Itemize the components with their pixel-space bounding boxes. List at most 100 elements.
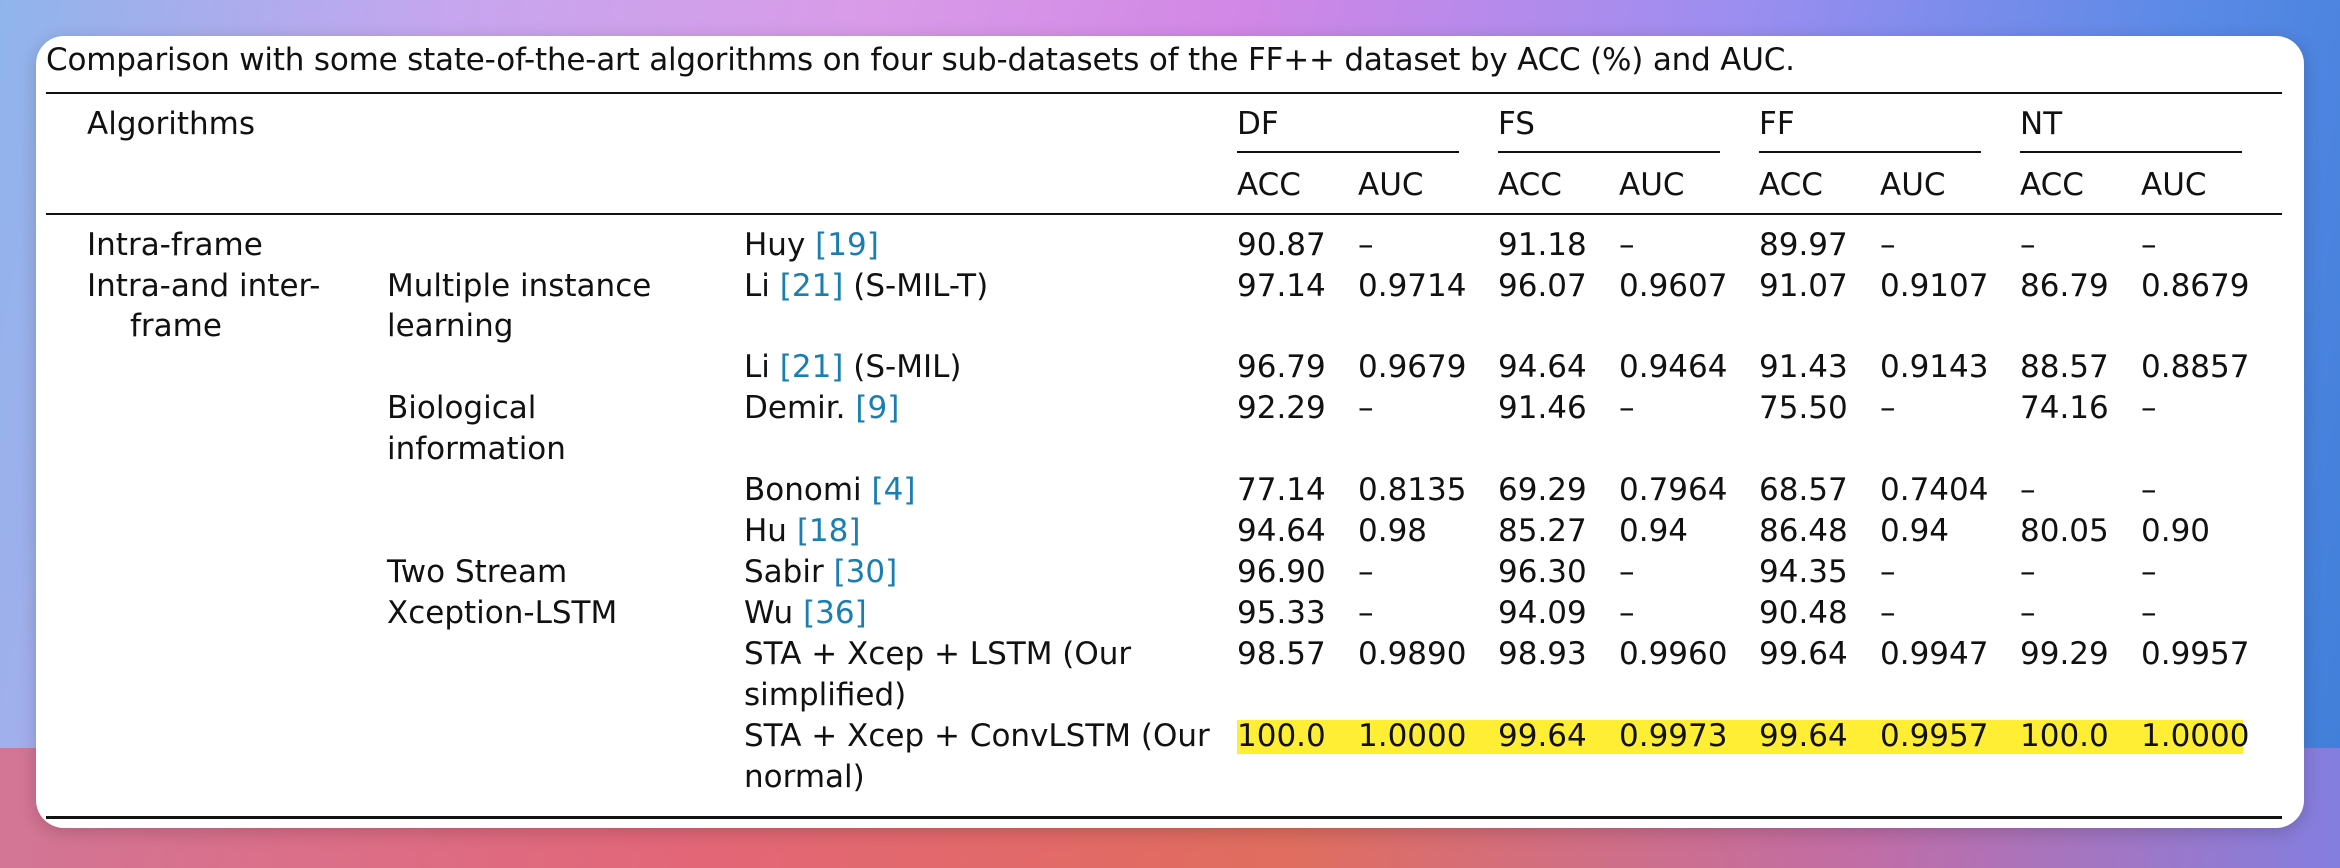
value-cell: 0.9957	[1880, 718, 1989, 754]
value-cell: 0.98	[1358, 513, 1428, 549]
value-cell: 94.64	[1237, 513, 1326, 549]
citation-link[interactable]: [4]	[871, 472, 916, 508]
top-rule	[46, 92, 2282, 94]
citation-link[interactable]: [9]	[855, 390, 900, 426]
value-cell: –	[1358, 227, 1374, 263]
value-cell: 0.9679	[1358, 349, 1467, 385]
method-name-continued: normal)	[744, 759, 865, 795]
method-name: Hu	[744, 513, 797, 549]
method-cell: Huy [19]	[744, 225, 879, 265]
value-cell: 0.7404	[1880, 472, 1989, 508]
value-cell: 0.9957	[2141, 636, 2250, 672]
header-group-nt: NT	[2020, 106, 2063, 142]
value-cell: –	[2020, 472, 2036, 508]
subcat-two-stream-line1: Two Stream	[387, 554, 568, 590]
metric-header-3: AUC	[1619, 167, 1685, 203]
citation-link[interactable]: [21]	[779, 349, 844, 385]
group-underline-nt	[2020, 151, 2242, 153]
value-cell: –	[2141, 390, 2157, 426]
category-intra-inter-line1: Intra-and inter-	[87, 268, 321, 304]
value-cell: 68.57	[1759, 472, 1848, 508]
value-cell: 0.9890	[1358, 636, 1467, 672]
value-cell: 0.94	[1619, 513, 1689, 549]
value-cell: 91.07	[1759, 268, 1848, 304]
value-cell: –	[1619, 554, 1635, 590]
value-cell: 0.94	[1880, 513, 1950, 549]
value-cell: 1.0000	[1358, 718, 1467, 754]
value-cell: –	[2020, 554, 2036, 590]
value-cell: 0.8135	[1358, 472, 1467, 508]
method-cell: Bonomi [4]	[744, 470, 915, 510]
method-name: STA + Xcep + ConvLSTM (Our	[744, 718, 1210, 754]
value-cell: 99.64	[1498, 718, 1587, 754]
method-cell: Wu [36]	[744, 593, 867, 633]
subcat-bio-line2: information	[387, 431, 566, 467]
group-underline-ff	[1759, 151, 1981, 153]
value-cell: 91.43	[1759, 349, 1848, 385]
citation-link[interactable]: [21]	[779, 268, 844, 304]
citation-link[interactable]: [19]	[815, 227, 879, 263]
value-cell: 94.35	[1759, 554, 1848, 590]
value-cell: 97.14	[1237, 268, 1326, 304]
value-cell: –	[2020, 595, 2036, 631]
value-cell: 96.07	[1498, 268, 1587, 304]
value-cell: –	[1619, 595, 1635, 631]
header-rule	[46, 213, 2282, 215]
group-underline-df	[1237, 151, 1459, 153]
value-cell: 74.16	[2020, 390, 2109, 426]
value-cell: 99.64	[1759, 636, 1848, 672]
value-cell: 98.57	[1237, 636, 1326, 672]
method-name: Sabir	[744, 554, 834, 590]
method-name: STA + Xcep + LSTM (Our	[744, 636, 1132, 672]
subcat-mil-line2: learning	[387, 308, 514, 344]
header-group-df: DF	[1237, 106, 1279, 142]
value-cell: 89.97	[1759, 227, 1848, 263]
value-cell: –	[1880, 227, 1896, 263]
value-cell: 96.79	[1237, 349, 1326, 385]
method-cell: Hu [18]	[744, 511, 860, 551]
value-cell: 77.14	[1237, 472, 1326, 508]
value-cell: 69.29	[1498, 472, 1587, 508]
group-underline-fs	[1498, 151, 1720, 153]
value-cell: 88.57	[2020, 349, 2109, 385]
citation-link[interactable]: [30]	[833, 554, 898, 590]
method-cell: Li [21] (S-MIL-T)	[744, 266, 988, 306]
value-cell: 94.64	[1498, 349, 1587, 385]
value-cell: 0.7964	[1619, 472, 1728, 508]
method-name-continued: simplified)	[744, 677, 907, 713]
value-cell: –	[1880, 595, 1896, 631]
metric-header-2: ACC	[1498, 167, 1562, 203]
citation-link[interactable]: [18]	[796, 513, 861, 549]
method-cell: STA + Xcep + ConvLSTM (Our	[744, 716, 1210, 756]
metric-header-4: ACC	[1759, 167, 1823, 203]
subcat-two-stream-line2: Xception-LSTM	[387, 595, 618, 631]
value-cell: 100.0	[1237, 718, 1326, 754]
value-cell: 0.9464	[1619, 349, 1728, 385]
value-cell: 0.90	[2141, 513, 2211, 549]
method-cell: Demir. [9]	[744, 388, 899, 428]
metric-header-5: AUC	[1880, 167, 1946, 203]
citation-link[interactable]: [36]	[803, 595, 867, 631]
value-cell: 0.8679	[2141, 268, 2250, 304]
value-cell: –	[2020, 227, 2036, 263]
value-cell: 94.09	[1498, 595, 1587, 631]
value-cell: 0.8857	[2141, 349, 2250, 385]
value-cell: 0.9107	[1880, 268, 1989, 304]
value-cell: –	[1619, 390, 1635, 426]
value-cell: –	[1880, 554, 1896, 590]
value-cell: 0.9947	[1880, 636, 1989, 672]
value-cell: 95.33	[1237, 595, 1326, 631]
method-name: Li	[744, 349, 780, 385]
value-cell: 0.9714	[1358, 268, 1467, 304]
value-cell: –	[1358, 595, 1374, 631]
value-cell: 99.64	[1759, 718, 1848, 754]
metric-header-7: AUC	[2141, 167, 2207, 203]
method-cell: Sabir [30]	[744, 552, 897, 592]
value-cell: –	[1880, 390, 1896, 426]
value-cell: 98.93	[1498, 636, 1587, 672]
value-cell: 96.30	[1498, 554, 1587, 590]
header-algorithms: Algorithms	[87, 106, 255, 142]
best-result-highlight	[1237, 720, 2243, 754]
header-group-fs: FS	[1498, 106, 1535, 142]
method-name: Wu	[744, 595, 804, 631]
